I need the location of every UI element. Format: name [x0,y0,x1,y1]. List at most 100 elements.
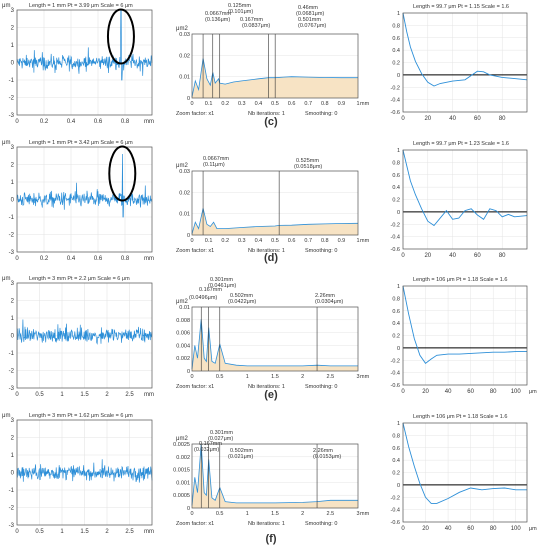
acf-ytick-label: -0.6 [391,383,400,389]
profile-panel: μm Length = 3 mm Pt = 1.62 μm Scale = 6 μ… [2,413,154,535]
psd-xunit-label: mm [360,238,370,244]
acf-ytick-label: 1 [397,11,400,17]
psd-peak-annotation: 0.167mm [240,17,263,23]
acf-ytick-label: -0.4 [391,371,400,377]
row-2: μm Length = 3 mm Pt = 2.2 μm Scale = 6 μm… [2,276,537,401]
acf-xtick-label: 60 [467,389,474,395]
psd-area [192,319,358,371]
psd-ytick-label: 0.01 [179,212,190,218]
profile-xtick-label: 2 [105,529,109,535]
psd-footer-zoom: Zoom factor: x1 [176,248,214,254]
acf-xtick-label: 20 [422,526,429,532]
psd-xtick-label: 0.4 [255,101,263,107]
profile-ytick-label: -1 [9,488,15,494]
psd-peak-annotation: 0.167mm [199,441,222,447]
profile-ytick-label: 1 [11,43,15,49]
psd-xtick-label: 1 [356,238,359,244]
psd-ytick-label: 0.004 [176,343,190,349]
psd-footer-smoothing: Smoothing: 0 [305,521,337,527]
profile-xtick-label: 0.5 [35,392,44,398]
psd-peak-annotation: 0.301mm [210,430,233,436]
profile-ytick-label: -2 [9,233,15,239]
profile-ytick-label: -3 [9,113,15,119]
acf-xtick-label: 0 [401,253,405,259]
profile-ytick-label: 2 [11,436,15,442]
psd-line [191,443,358,506]
profile-ytick-label: -3 [9,386,15,392]
psd-xtick-label: 0.5 [216,511,224,517]
profile-xtick-label: 1 [60,392,64,398]
profile-ytick-label: 3 [11,145,15,151]
psd-xtick-label: 2 [301,511,304,517]
psd-line [191,58,358,97]
psd-xtick-label: 0.8 [321,101,329,107]
acf-ytick-label: 0.6 [392,36,400,42]
acf-ytick-label: -0.6 [391,110,400,116]
profile-xunit-label: mm [144,119,154,125]
acf-ytick-label: 1 [397,284,400,290]
acf-xtick-label: 20 [424,116,431,122]
psd-xtick-label: 0.7 [304,238,312,244]
psd-peak-annotation: 0.167mm [199,287,222,293]
profile-frame [16,9,153,116]
psd-ytick-label: 0.006 [176,331,190,337]
profile-xtick-label: 0.8 [121,256,130,262]
psd-ytick-label: 0.002 [176,455,190,461]
psd-peak-annotation: 0.501mm [298,17,321,23]
acf-xtick-label: 60 [474,116,481,122]
profile-ytick-label: 1 [11,453,15,459]
psd-area [192,208,358,235]
acf-ytick-label: -0.2 [391,85,400,91]
acf-ytick-label: 0.4 [392,458,400,464]
psd-ytick-label: 0.0025 [173,442,190,448]
psd-xtick-label: 1 [246,374,249,380]
acf-ytick-label: 0.6 [392,309,400,315]
psd-xtick-label: 2 [301,374,304,380]
acf-frame [402,12,528,113]
profile-ytick-label: 0 [11,61,15,67]
psd-xtick-label: 0.9 [338,101,346,107]
psd-footer-smoothing: Smoothing: 0 [305,384,337,390]
acf-line [402,285,527,364]
acf-ytick-label: 0.6 [392,446,400,452]
psd-xtick-label: 0 [190,101,193,107]
psd-ytick-label: 0.03 [179,32,190,38]
acf-xtick-label: 20 [422,389,429,395]
acf-xtick-label: 40 [449,116,456,122]
profile-header: Length = 3 mm Pt = 2.2 μm Scale = 6 μm [29,276,130,282]
psd-xtick-label: 0.2 [221,101,229,107]
acf-xunit-label: μm [529,526,537,532]
acf-line [402,422,527,504]
psd-footer-zoom: Zoom factor: x1 [176,521,214,527]
psd-xtick-label: 1 [356,101,359,107]
profile-xtick-label: 0.5 [35,529,44,535]
acf-ytick-label: 0.8 [392,23,400,29]
acf-ytick-label: 0.6 [392,173,400,179]
acf-xtick-label: 100 [511,526,522,532]
psd-peak-annotation: (0.101μm) [228,9,253,15]
acf-panel: Length = 106 μm Pt = 1.18 Scale = 1.6 1 0.… [391,277,538,395]
psd-xtick-label: 0.9 [338,238,346,244]
psd-footer-iterations: Nb iterations: 1 [248,248,285,254]
acf-header: Length = 99.7 μm Pt = 1.15 Scale = 1.6 [413,4,509,10]
profile-ytick-label: 3 [11,8,15,14]
acf-xunit-label: μm [529,389,537,395]
psd-peak-annotation: 0.46mm [298,5,318,11]
profile-signal-line [16,153,153,218]
acf-panel: Length = 99.7 μm Pt = 1.15 Scale = 1.6 1 0… [391,4,528,122]
profile-ytick-label: -3 [9,523,15,529]
psd-ytick-label: 0.02 [179,53,190,59]
profile-xtick-label: 2.5 [125,392,134,398]
psd-xtick-label: 0.1 [205,238,213,244]
profile-xtick-label: 1.5 [80,392,89,398]
panel-caption: (e) [264,389,278,401]
acf-line [402,149,528,227]
profile-xtick-label: 0.4 [67,256,76,262]
psd-xtick-label: 0.1 [205,101,213,107]
psd-xunit-label: mm [360,101,370,107]
psd-ytick-label: 0 [187,96,190,102]
profile-unit-label: μm [2,3,10,9]
acf-ytick-label: 0 [397,210,400,216]
